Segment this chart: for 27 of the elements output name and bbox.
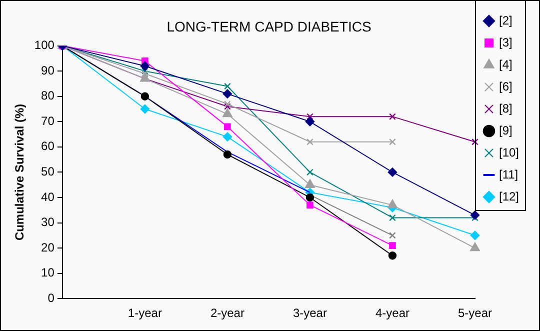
y-tick-label: 90: [41, 63, 55, 78]
y-tick-label: 80: [41, 88, 55, 103]
x-tick-label: 4-year: [375, 306, 410, 320]
x-tick-label: 2-year: [210, 306, 244, 320]
y-tick-label: 70: [41, 114, 55, 128]
y-tick-label: 40: [41, 190, 55, 204]
legend-label: [4]: [498, 57, 512, 72]
x-tick-label: 5-year: [458, 306, 492, 320]
legend-label: [12]: [498, 189, 519, 204]
legend-label: [6]: [498, 79, 512, 94]
y-tick-label: 60: [41, 139, 55, 154]
legend-label: [11]: [498, 167, 518, 182]
y-axis-title: Cumulative Survival (%): [12, 104, 27, 241]
chart-title: LONG-TERM CAPD DIABETICS: [166, 18, 372, 34]
legend-label: [3]: [498, 35, 512, 50]
y-tick-label: 0: [48, 290, 55, 305]
y-tick-label: 20: [41, 240, 55, 254]
y-tick-label: 10: [41, 266, 55, 280]
x-tick-label: 3-year: [292, 306, 327, 320]
y-tick-label: 100: [34, 38, 55, 52]
legend-label: [2]: [498, 13, 512, 28]
legend-label: [10]: [498, 145, 519, 160]
legend-label: [9]: [498, 123, 512, 138]
legend-label: [8]: [498, 101, 512, 116]
y-tick-label: 30: [41, 215, 55, 230]
y-tick-label: 50: [41, 164, 55, 179]
x-tick-label: 1-year: [128, 306, 162, 320]
